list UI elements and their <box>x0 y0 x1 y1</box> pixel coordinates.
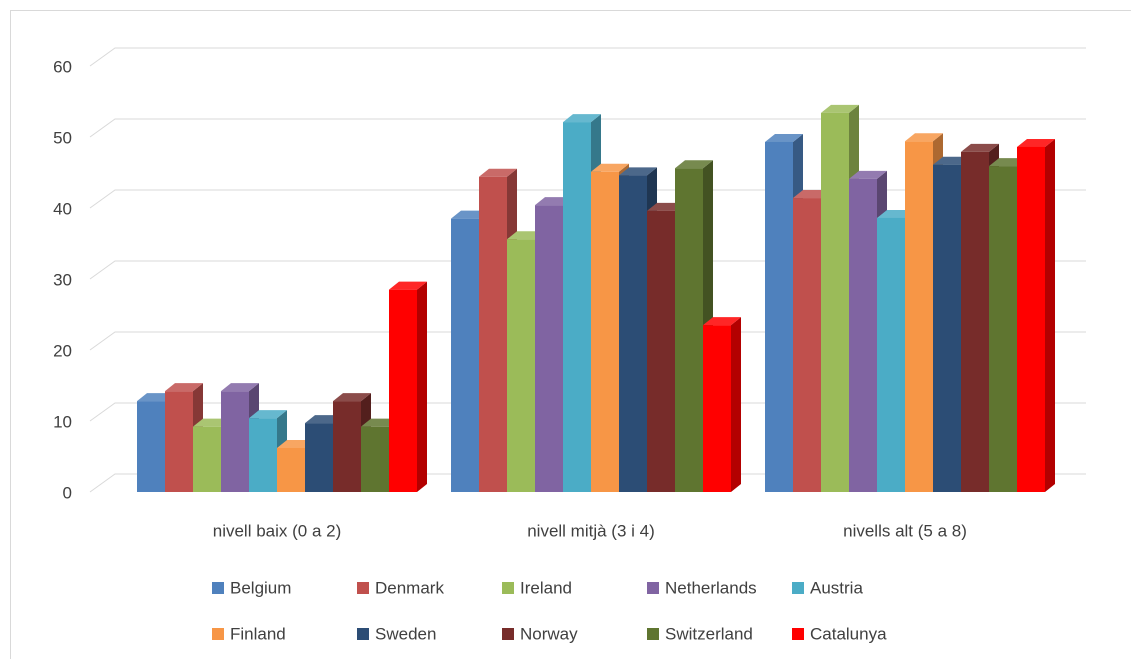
legend-label: Netherlands <box>665 578 757 597</box>
bar <box>765 141 793 492</box>
legend-label: Switzerland <box>665 624 753 643</box>
bar <box>877 217 905 492</box>
bar-top <box>221 383 259 392</box>
grid-line <box>89 473 1086 493</box>
bar <box>703 325 731 492</box>
legend-label: Austria <box>810 578 863 597</box>
bar-side <box>417 281 427 492</box>
legend-label: Catalunya <box>810 624 887 643</box>
bar <box>905 141 933 492</box>
bar <box>849 178 877 492</box>
bar-top <box>249 410 287 419</box>
bar <box>137 401 165 492</box>
bar-top <box>703 317 741 326</box>
bar-top <box>563 114 601 123</box>
bar-top <box>333 393 371 402</box>
y-tick-label: 0 <box>63 483 72 502</box>
legend-swatch <box>647 628 659 640</box>
bar <box>619 175 647 492</box>
legend-label: Finland <box>230 624 286 643</box>
bar-top <box>765 133 803 142</box>
bar <box>193 426 221 492</box>
bar-top <box>165 383 203 392</box>
bar-side <box>731 317 741 492</box>
bar <box>361 426 389 492</box>
legend-label: Belgium <box>230 578 291 597</box>
grid-line <box>89 260 1086 280</box>
bar <box>249 418 277 492</box>
legend-label: Norway <box>520 624 578 643</box>
x-tick-label: nivells alt (5 a 8) <box>843 521 967 540</box>
bar <box>165 391 193 492</box>
bar <box>535 205 563 492</box>
bar <box>305 423 333 492</box>
grid-line <box>89 189 1086 209</box>
legend-swatch <box>357 628 369 640</box>
y-tick-label: 50 <box>53 128 72 147</box>
bar <box>221 391 249 492</box>
grid-line <box>89 331 1086 351</box>
legend-swatch <box>212 582 224 594</box>
bar <box>793 198 821 492</box>
bar-top <box>619 167 657 176</box>
legend-label: Ireland <box>520 578 572 597</box>
bar-top <box>591 163 629 172</box>
bar-top <box>1017 138 1055 147</box>
grid-line <box>89 47 1086 67</box>
legend-swatch <box>502 628 514 640</box>
legend-swatch <box>792 582 804 594</box>
bar <box>675 168 703 493</box>
grid-line <box>89 402 1086 422</box>
x-tick-label: nivell baix (0 a 2) <box>213 521 342 540</box>
bar-top <box>849 170 887 179</box>
bar <box>591 171 619 493</box>
legend-label: Sweden <box>375 624 436 643</box>
bar <box>1017 146 1045 492</box>
bar <box>479 176 507 492</box>
bar <box>451 218 479 492</box>
legend-label: Denmark <box>375 578 444 597</box>
bar-top <box>821 104 859 113</box>
grid-line <box>89 118 1086 138</box>
legend-swatch <box>502 582 514 594</box>
x-tick-label: nivell mitjà (3 i 4) <box>527 521 655 540</box>
bar <box>647 210 675 492</box>
bar <box>933 164 961 492</box>
legend-swatch <box>647 582 659 594</box>
bar-top <box>389 281 427 290</box>
y-tick-label: 60 <box>53 57 72 76</box>
bar <box>961 151 989 492</box>
y-tick-label: 40 <box>53 199 72 218</box>
bar-top <box>905 133 943 142</box>
chart-border <box>10 10 1131 659</box>
bar <box>333 401 361 492</box>
bar <box>507 239 535 492</box>
bar <box>389 289 417 492</box>
y-tick-label: 10 <box>53 412 72 431</box>
bar <box>563 122 591 492</box>
bar <box>277 447 305 492</box>
y-tick-label: 30 <box>53 270 72 289</box>
legend-swatch <box>212 628 224 640</box>
legend-swatch <box>792 628 804 640</box>
legend-swatch <box>357 582 369 594</box>
bar-top <box>961 143 999 152</box>
y-tick-label: 20 <box>53 341 72 360</box>
bar <box>821 112 849 493</box>
bar-side <box>1045 138 1055 492</box>
bar-top <box>675 160 713 169</box>
bar <box>989 166 1017 493</box>
bar-top <box>479 168 517 177</box>
